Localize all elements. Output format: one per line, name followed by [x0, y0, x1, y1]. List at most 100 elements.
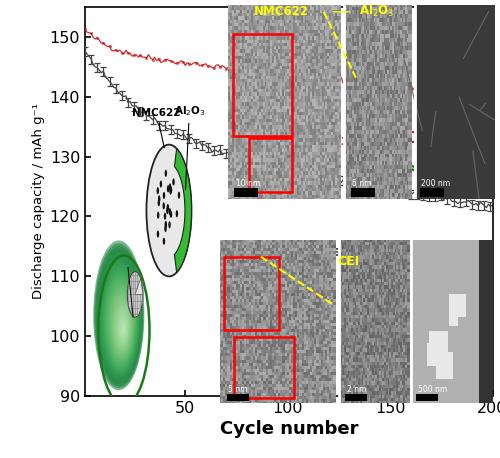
Bar [262, 107, 266, 112]
Bar [276, 352, 279, 356]
Bar [280, 107, 282, 112]
Bar [322, 157, 324, 162]
Bar [333, 98, 336, 102]
Bar [253, 247, 256, 251]
Bar [250, 277, 254, 281]
Bar [342, 320, 345, 325]
Bar [365, 267, 368, 272]
Bar [346, 25, 349, 30]
Bar [230, 304, 232, 308]
Bar [238, 173, 240, 178]
Bar [286, 382, 290, 387]
Bar [354, 373, 358, 378]
Bar [278, 316, 281, 320]
Bar [330, 35, 332, 39]
Bar [350, 393, 352, 398]
Bar [270, 253, 272, 257]
Bar [369, 116, 372, 122]
Bar [329, 289, 332, 293]
Bar [278, 371, 281, 375]
Bar [234, 367, 236, 371]
Bar [300, 280, 302, 284]
Bar [226, 134, 229, 138]
Bar [326, 193, 328, 198]
Bar [346, 400, 349, 405]
Bar [400, 257, 403, 262]
Bar [316, 340, 319, 344]
Bar [304, 150, 307, 155]
Bar [244, 81, 246, 86]
Bar [364, 156, 367, 162]
Bar [257, 2, 260, 6]
Bar [246, 331, 249, 335]
Bar [325, 256, 328, 260]
Bar [230, 193, 233, 198]
Bar [298, 319, 300, 323]
Bar [219, 256, 222, 260]
Bar [268, 31, 271, 36]
Bar [348, 373, 351, 378]
Bar [257, 344, 260, 348]
Bar [367, 393, 370, 398]
Bar [398, 347, 402, 352]
Bar [346, 310, 349, 315]
Bar [382, 84, 385, 90]
Bar [276, 11, 278, 16]
Bar [379, 261, 382, 265]
Bar [390, 363, 392, 368]
Bar [329, 262, 332, 266]
Bar [379, 366, 382, 371]
Bar [310, 84, 313, 89]
Circle shape [156, 187, 159, 194]
Bar [266, 160, 269, 165]
Bar [295, 382, 298, 387]
Bar [284, 289, 288, 293]
Bar [406, 60, 410, 66]
Bar [316, 355, 319, 360]
Bar [367, 300, 370, 305]
Bar [326, 15, 328, 20]
Bar [290, 22, 292, 26]
Bar [262, 150, 266, 155]
Bar [270, 241, 272, 245]
Bar [316, 250, 319, 254]
Bar [360, 240, 363, 245]
Bar [364, 357, 366, 361]
Bar [300, 127, 304, 132]
Bar [366, 180, 368, 185]
Bar [257, 338, 260, 341]
Bar [274, 186, 276, 191]
Bar [236, 301, 238, 305]
Bar [282, 355, 285, 360]
Bar [402, 128, 405, 134]
Bar [325, 304, 328, 308]
Bar [382, 247, 386, 252]
Bar [376, 370, 379, 375]
Bar [290, 143, 292, 148]
Bar [302, 107, 306, 112]
Bar [316, 8, 318, 13]
Bar [359, 175, 362, 181]
Bar [248, 307, 252, 311]
Bar [339, 22, 342, 26]
Bar [390, 152, 394, 158]
Circle shape [110, 289, 134, 358]
Bar [342, 267, 345, 272]
Bar [320, 120, 322, 125]
Point [296, 71, 304, 79]
Bar [362, 290, 365, 295]
Bar [246, 349, 249, 354]
Bar [370, 80, 374, 86]
Bar [282, 74, 284, 79]
Bar [295, 107, 298, 112]
Bar [391, 307, 394, 312]
Bar [388, 9, 392, 15]
Bar [350, 254, 352, 259]
Bar [244, 110, 246, 115]
Bar [365, 270, 368, 275]
Bar [244, 183, 246, 188]
Bar [310, 153, 313, 158]
Bar [348, 21, 350, 27]
Bar [344, 187, 348, 193]
Bar [360, 363, 363, 368]
